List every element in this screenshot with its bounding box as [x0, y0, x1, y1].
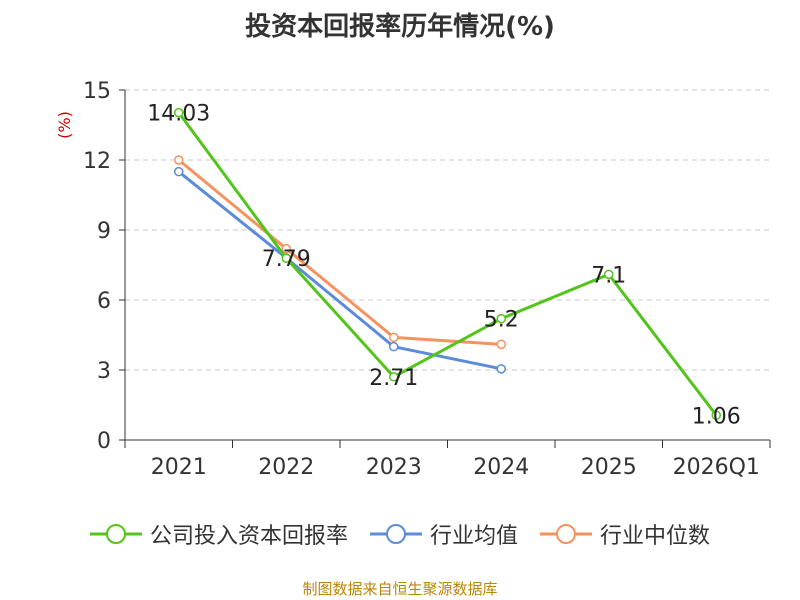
- series-line-1: [177, 170, 502, 371]
- data-label: 14.03: [147, 102, 210, 127]
- data-point-2: [281, 243, 291, 254]
- data-point-0: [604, 269, 614, 280]
- x-tick-label: 2022: [258, 455, 314, 480]
- data-point-0: [281, 253, 291, 263]
- y-tick-label: 6: [97, 289, 111, 314]
- legend-item[interactable]: 行业中位数: [540, 518, 710, 550]
- data-point-1: [496, 364, 506, 374]
- source-note: 制图数据来自恒生聚源数据库: [302, 580, 498, 598]
- y-tick-label: 0: [97, 429, 111, 454]
- data-point-1: [389, 341, 399, 352]
- x-tick-label: 2021: [151, 455, 207, 480]
- legend-marker-icon: [89, 524, 142, 544]
- x-tick-label: 2024: [473, 455, 529, 480]
- y-axis-label: (%): [55, 111, 74, 139]
- data-point-2: [174, 155, 184, 165]
- y-tick-label: 3: [97, 359, 111, 384]
- data-point-0: [496, 313, 506, 324]
- legend-label: 公司投入资本回报率: [149, 524, 348, 549]
- data-point-0: [174, 107, 184, 118]
- data-point-2: [496, 339, 506, 350]
- data-point-0: [389, 372, 399, 382]
- y-tick-label: 9: [97, 219, 111, 244]
- legend-item[interactable]: 行业均值: [369, 518, 518, 550]
- series-line-2: [177, 158, 502, 346]
- legend-item[interactable]: 公司投入资本回报率: [89, 518, 348, 550]
- chart-title: 投资本回报率历年情况(%): [245, 12, 555, 42]
- data-label: 2.71: [369, 366, 418, 391]
- data-label: 1.06: [692, 404, 741, 429]
- legend-marker-icon: [369, 524, 422, 544]
- y-tick-label: 12: [83, 149, 111, 174]
- x-tick-label: 2023: [366, 455, 422, 480]
- legend-marker-icon: [540, 524, 592, 544]
- x-tick-label: 2026Q1: [673, 455, 760, 480]
- data-point-2: [389, 332, 399, 343]
- series-line-0: [177, 111, 718, 417]
- x-tick-label: 2025: [581, 455, 637, 480]
- y-tick-label: 15: [83, 79, 111, 104]
- legend-label: 行业均值: [429, 524, 518, 549]
- data-point-0: [711, 410, 721, 421]
- data-point-1: [174, 166, 184, 177]
- legend-label: 行业中位数: [600, 524, 711, 549]
- legend: 公司投入资本回报率 行业均值 行业中位数: [0, 518, 800, 550]
- data-label: 7.1: [591, 263, 626, 288]
- data-label: 5.2: [484, 308, 519, 333]
- data-label: 7.79: [262, 247, 311, 272]
